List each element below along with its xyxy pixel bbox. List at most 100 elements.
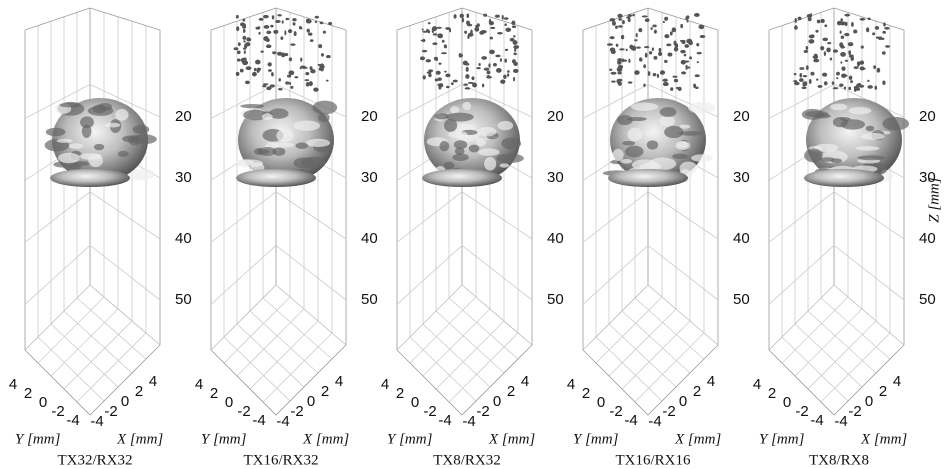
speckle — [618, 18, 622, 21]
speckle — [315, 16, 319, 19]
box-edge — [25, 285, 160, 350]
isosurface-fold — [622, 141, 635, 145]
box-edge — [25, 8, 160, 30]
speckle — [848, 42, 854, 46]
isosurface-fold — [883, 117, 910, 131]
x-axis-label: X [mm] — [674, 431, 721, 447]
speckle — [687, 20, 689, 23]
z-tick-label: 20 — [733, 108, 750, 125]
speckle — [266, 86, 271, 90]
speckle — [472, 83, 477, 88]
isosurface — [236, 169, 316, 187]
speckle — [293, 22, 296, 25]
grid-line — [795, 324, 862, 387]
x-tick-label: 2 — [135, 383, 143, 400]
speckle — [422, 50, 427, 53]
speckle — [305, 79, 310, 81]
speckle — [432, 42, 437, 45]
speckle — [664, 34, 669, 38]
box-edge — [397, 30, 532, 415]
speckle — [261, 50, 264, 52]
speckle — [680, 50, 685, 53]
grid-line — [596, 297, 662, 363]
speckle — [674, 47, 678, 52]
isosurface-fold — [627, 128, 642, 141]
speckle — [840, 22, 842, 25]
speckle — [500, 80, 505, 84]
grid-line — [51, 324, 118, 387]
speckle — [428, 73, 431, 77]
speckle — [236, 26, 239, 31]
speckle — [654, 30, 657, 34]
y-axis-label: Y [mm] — [15, 431, 61, 447]
speckle — [441, 52, 447, 54]
speckle — [664, 60, 668, 63]
x-axis-label: X [mm] — [860, 431, 907, 447]
speckle — [279, 78, 281, 81]
speckle — [858, 83, 861, 87]
grid-line — [410, 297, 476, 363]
speckle — [513, 77, 515, 82]
speckle — [840, 52, 846, 57]
speckle — [481, 30, 487, 33]
panel: 20304050-4-2024420-2-4X [mm]Y [mm]TX16/R… — [567, 8, 750, 468]
speckle — [686, 39, 692, 44]
speckle — [252, 72, 257, 77]
speckle — [806, 46, 809, 50]
speckle — [693, 84, 696, 88]
speckle — [681, 60, 686, 65]
speckle — [866, 27, 869, 32]
x-tick-label: 0 — [679, 393, 687, 410]
isosurface-fold — [240, 104, 264, 108]
speckle — [275, 20, 281, 23]
speckle — [513, 69, 519, 73]
speckle — [612, 21, 616, 26]
box-edge — [25, 30, 160, 415]
isosurface-fold — [130, 169, 155, 180]
isosurface — [422, 169, 502, 187]
speckle — [326, 55, 331, 58]
speckle — [856, 88, 860, 91]
z-tick-label: 40 — [919, 230, 936, 247]
speckle — [320, 67, 324, 72]
isosurface-fold — [294, 120, 321, 130]
isosurface-fold — [262, 113, 273, 120]
speckle — [822, 38, 828, 42]
speckle — [237, 58, 241, 61]
speckle — [288, 70, 294, 75]
speckle — [617, 67, 623, 72]
speckle — [793, 80, 797, 82]
z-tick-label: 40 — [547, 230, 564, 247]
x-tick-label: -2 — [662, 403, 675, 420]
speckle — [663, 21, 665, 23]
speckle — [643, 84, 645, 88]
speckle — [507, 70, 510, 73]
grid-line — [64, 321, 132, 389]
speckle — [650, 27, 652, 30]
speckle — [807, 14, 812, 18]
speckle — [306, 82, 310, 87]
speckle — [659, 48, 662, 52]
isosurface — [804, 169, 884, 187]
speckle — [639, 57, 642, 61]
isosurface-fold — [849, 107, 872, 115]
speckle — [243, 29, 246, 33]
isosurface — [50, 169, 130, 187]
speckle — [875, 86, 878, 90]
grid-line — [397, 245, 532, 304]
speckle — [305, 72, 309, 75]
speckle — [300, 27, 302, 29]
speckle — [622, 59, 624, 63]
speckle — [645, 18, 650, 22]
speckle — [481, 56, 487, 60]
speckle — [285, 18, 289, 20]
speckle — [820, 19, 825, 23]
speckle — [318, 44, 322, 48]
grid-line — [449, 298, 518, 359]
speckle — [634, 39, 637, 41]
speckle — [272, 51, 277, 53]
speckle — [853, 29, 857, 33]
isosurface-fold — [688, 102, 715, 114]
speckle — [277, 14, 281, 16]
speckle — [505, 49, 508, 51]
